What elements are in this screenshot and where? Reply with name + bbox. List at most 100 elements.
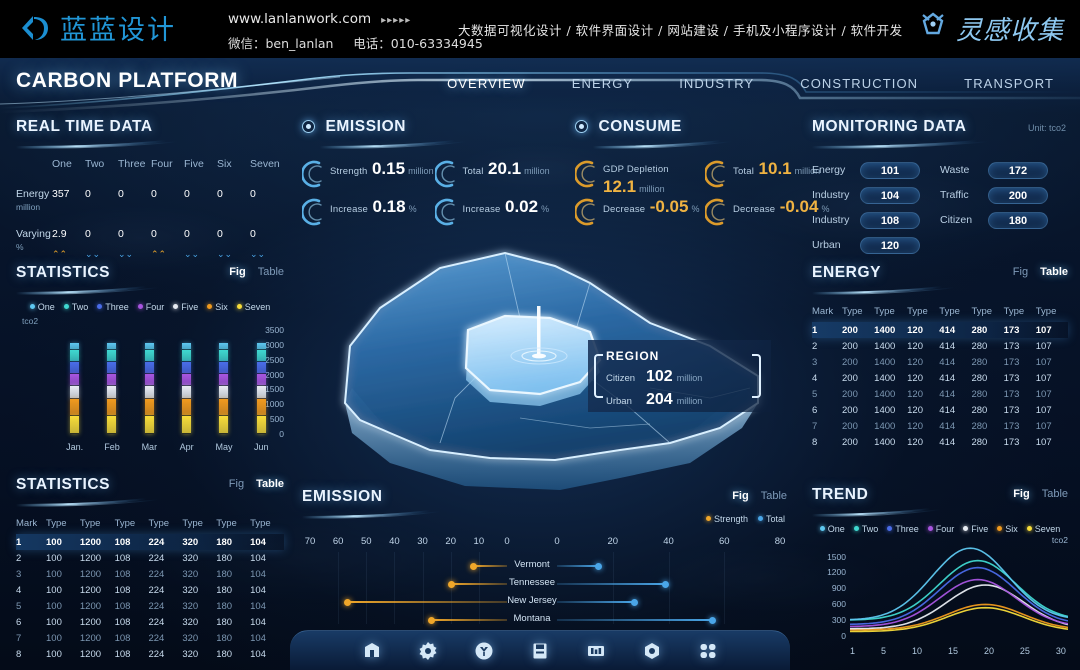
kpi-value: 0.15 million [372, 159, 434, 178]
table-row[interactable]: 4 200 1400 120 414 280 173 107 [812, 370, 1068, 386]
kpi-label: Total [733, 166, 755, 177]
trend-x-axis-labels: 1 5 10 15 20 25 30 [850, 646, 1066, 656]
hexagon-node-icon[interactable] [641, 640, 663, 662]
legend-item-five[interactable]: Five [963, 524, 988, 534]
legend-item-one[interactable]: One [819, 524, 845, 534]
legend-item-two[interactable]: Two [63, 302, 88, 312]
bar-segment-seven [107, 415, 117, 434]
energy-data-table[interactable]: Mark Type Type Type Type Type Type Type 1 200 1400… [812, 304, 1068, 450]
legend-item-seven[interactable]: Seven [236, 302, 270, 312]
settings-gear-icon[interactable] [417, 640, 439, 662]
toggle-fig[interactable]: Fig [732, 490, 749, 502]
bar-column-jan[interactable] [70, 330, 80, 434]
rt-varying-v0: 2.9 [52, 228, 67, 240]
tornado-row-vermont[interactable]: Vermont [302, 556, 787, 575]
region-map[interactable]: REGION Citizen 102 million Urban 204 mil… [290, 228, 790, 518]
panel-title-energy: ENERGY [812, 264, 882, 281]
tornado-row-tennessee[interactable]: Tennessee [302, 574, 787, 593]
bar-column-mar[interactable] [144, 330, 154, 434]
bar-knob-icon [631, 598, 639, 606]
promo-arrows-icon: ▸▸▸▸▸ [381, 15, 412, 26]
legend-item-four[interactable]: Four [927, 524, 954, 534]
table-row[interactable]: 8 200 1400 120 414 280 173 107 [812, 434, 1068, 450]
statistics-data-table[interactable]: Mark Type Type Type Type Type Type Type 1 100 1200… [16, 516, 284, 662]
toggle-fig[interactable]: Fig [1012, 266, 1029, 278]
nav-item-industry[interactable]: INDUSTRY [679, 76, 755, 91]
legend-item-four[interactable]: Four [137, 302, 164, 312]
bar-strength [470, 562, 507, 570]
toggle-fig[interactable]: Fig [229, 266, 246, 278]
nav-item-overview[interactable]: OVERVIEW [447, 76, 526, 91]
toggle-table[interactable]: Table [257, 266, 284, 278]
panel-real-time-data: REAL TIME DATA One [16, 118, 284, 270]
bar-column-feb[interactable] [107, 330, 117, 434]
home-icon[interactable] [361, 640, 383, 662]
energy-view-toggle[interactable]: Fig Table [1013, 266, 1068, 278]
panel-monitoring-data: MONITORING DATA Unit: tco2 Energy 101 [812, 118, 1068, 260]
table-row[interactable]: 2 200 1400 120 414 280 173 107 [812, 338, 1068, 354]
toggle-table[interactable]: Table [256, 478, 284, 490]
table-cell: 1 [16, 536, 22, 548]
rt-row-label-energy: Energy million [16, 188, 52, 212]
legend-label: Three [895, 524, 919, 534]
save-disk-icon[interactable] [529, 640, 551, 662]
table-cell: 414 [939, 388, 956, 400]
table-row[interactable]: 3 100 1200 108 224 320 180 104 [16, 566, 284, 582]
table-cell: 173 [1003, 356, 1020, 368]
table-row[interactable]: 1 100 1200 108 224 320 180 104 [16, 534, 284, 550]
bar-column-may[interactable] [219, 330, 229, 434]
legend-item-six[interactable]: Six [997, 524, 1018, 534]
bar-column-jun[interactable] [256, 330, 266, 434]
table-row[interactable]: 5 200 1400 120 414 280 173 107 [812, 386, 1068, 402]
tornado-axis: 70 60 50 40 30 20 10 0 0 20 40 60 80 [302, 536, 787, 550]
region-tooltip: REGION Citizen 102 million Urban 204 mil… [588, 340, 771, 412]
nav-item-construction[interactable]: CONSTRUCTION [800, 76, 919, 91]
table-cell: 104 [250, 568, 266, 580]
legend-item-six[interactable]: Six [207, 302, 228, 312]
monitoring-label: Waste [940, 164, 970, 176]
trend-view-toggle[interactable]: Fig Table [1013, 488, 1068, 500]
legend-label: One [37, 302, 55, 312]
nav-item-energy[interactable]: ENERGY [571, 76, 634, 91]
statistics-table-view-toggle[interactable]: Fig Table [229, 478, 284, 490]
toggle-fig[interactable]: Fig [228, 478, 245, 490]
bar-column-apr[interactable] [182, 330, 192, 434]
bar-segment-six [219, 398, 229, 416]
legend-item-three[interactable]: Three [97, 302, 129, 312]
kpi-emission-strength: Strength 0.15 million [300, 158, 435, 196]
statistics-chart-view-toggle[interactable]: Fig Table [229, 266, 284, 278]
legend-item-total[interactable]: Total [757, 514, 785, 524]
nav-item-transport[interactable]: TRANSPORT [964, 76, 1054, 91]
table-row[interactable]: 2 100 1200 108 224 320 180 104 [16, 550, 284, 566]
table-row[interactable]: 8 100 1200 108 224 320 180 104 [16, 646, 284, 662]
toggle-table[interactable]: Table [760, 490, 787, 502]
table-cell: 173 [1003, 404, 1020, 416]
chart-bars-icon[interactable] [585, 640, 607, 662]
table-cell: 1200 [79, 600, 102, 612]
table-row[interactable]: 6 100 1200 108 224 320 180 104 [16, 614, 284, 630]
tornado-row-montana[interactable]: Montana [302, 610, 787, 629]
axis-tick-right: 80 [774, 536, 786, 547]
table-row[interactable]: 4 100 1200 108 224 320 180 104 [16, 582, 284, 598]
legend-item-one[interactable]: One [29, 302, 55, 312]
tornado-row-new-jersey[interactable]: New Jersey [302, 592, 787, 611]
legend-item-seven[interactable]: Seven [1026, 524, 1060, 534]
toggle-fig[interactable]: Fig [1013, 488, 1030, 500]
table-row[interactable]: 6 200 1400 120 414 280 173 107 [812, 402, 1068, 418]
panel-header: EMISSION Fig Table [302, 488, 787, 519]
column-header: Type [971, 306, 993, 317]
legend-item-three[interactable]: Three [887, 524, 919, 534]
grid-apps-icon[interactable] [697, 640, 719, 662]
table-row[interactable]: 3 200 1400 120 414 280 173 107 [812, 354, 1068, 370]
table-row[interactable]: 7 200 1400 120 414 280 173 107 [812, 418, 1068, 434]
legend-item-strength[interactable]: Strength [705, 514, 748, 524]
legend-item-two[interactable]: Two [853, 524, 878, 534]
toggle-table[interactable]: Table [1041, 488, 1068, 500]
emission-chart-view-toggle[interactable]: Fig Table [732, 490, 787, 502]
table-row[interactable]: 7 100 1200 108 224 320 180 104 [16, 630, 284, 646]
toggle-table[interactable]: Table [1040, 266, 1068, 278]
table-row[interactable]: 1 200 1400 120 414 280 173 107 [812, 322, 1068, 338]
table-row[interactable]: 5 100 1200 108 224 320 180 104 [16, 598, 284, 614]
legend-item-five[interactable]: Five [173, 302, 198, 312]
compass-icon[interactable] [473, 640, 495, 662]
